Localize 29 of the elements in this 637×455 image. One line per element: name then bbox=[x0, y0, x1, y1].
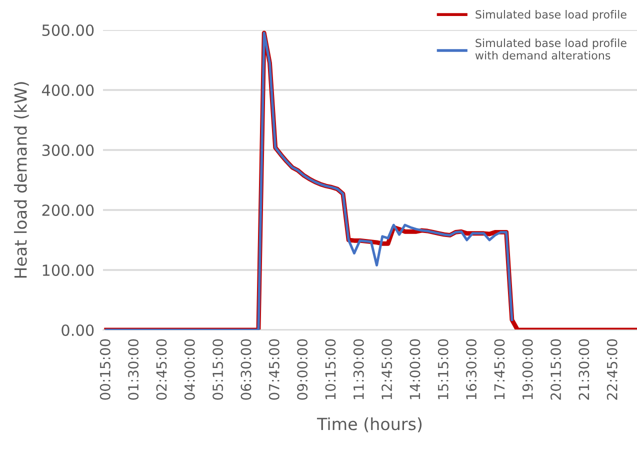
x-tick-label: 07:45:00 bbox=[268, 339, 280, 400]
x-tick-label: 11:30:00 bbox=[353, 339, 364, 400]
x-tick-label: 12:45:00 bbox=[382, 339, 392, 400]
x-tick-label: 21:30:00 bbox=[578, 339, 590, 400]
legend-label: Simulated base load profile with demand alterations bbox=[475, 38, 626, 60]
legend-label: Simulated base load profile bbox=[476, 10, 626, 21]
y-tick-label: 500.00 bbox=[42, 24, 94, 36]
x-tick-label: 00:15:00 bbox=[100, 339, 110, 400]
x-tick-label: 15:15:00 bbox=[438, 339, 448, 400]
y-axis-title: Heat load demand (kW) bbox=[14, 82, 29, 278]
x-tick-label: 05:15:00 bbox=[212, 339, 224, 400]
x-tick-label: 14:00:00 bbox=[410, 339, 420, 400]
x-tick-label: 01:30:00 bbox=[128, 339, 139, 400]
x-tick-label: 20:15:00 bbox=[550, 339, 562, 400]
y-tick-label: 300.00 bbox=[42, 144, 94, 156]
y-tick-label: 0.00 bbox=[62, 324, 94, 336]
x-tick-label: 04:00:00 bbox=[184, 339, 195, 400]
x-axis-title: Time (hours) bbox=[316, 417, 422, 432]
x-tick-label: 10:15:00 bbox=[325, 339, 336, 400]
x-tick-label: 02:45:00 bbox=[156, 339, 167, 400]
y-tick-label: 400.00 bbox=[42, 84, 94, 96]
x-tick-label: 06:30:00 bbox=[240, 339, 252, 400]
x-tick-label: 22:45:00 bbox=[606, 339, 618, 400]
x-tick-label: 17:45:00 bbox=[494, 339, 505, 400]
x-tick-label: 19:00:00 bbox=[522, 339, 533, 400]
y-tick-label: 100.00 bbox=[42, 264, 94, 276]
x-tick-label: 16:30:00 bbox=[466, 339, 477, 400]
y-tick-label: 200.00 bbox=[42, 204, 94, 216]
x-tick-label: 09:00:00 bbox=[297, 339, 308, 400]
